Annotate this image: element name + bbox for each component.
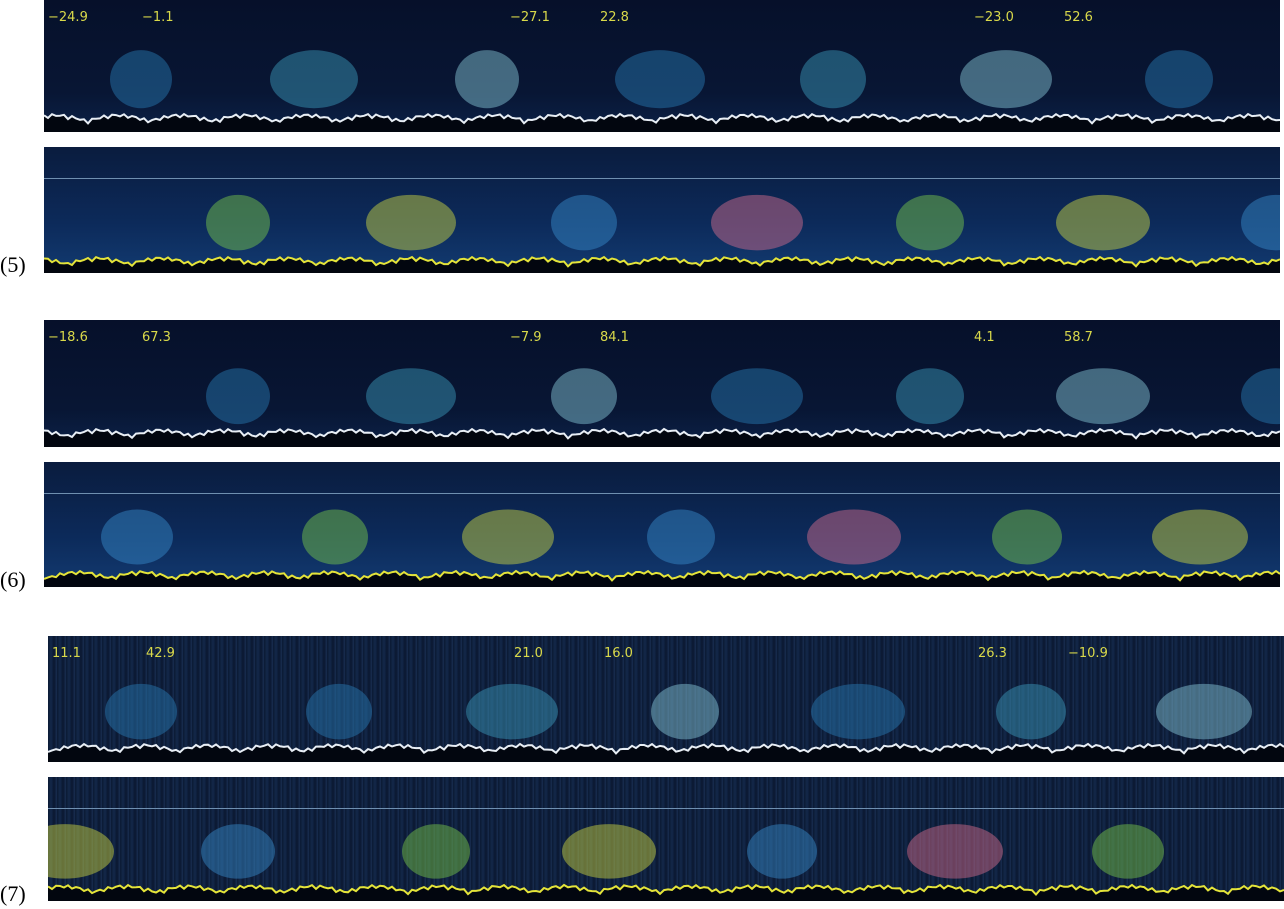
annotation: 22.8 (600, 10, 629, 25)
echo (651, 683, 719, 740)
echo (800, 50, 866, 109)
seafloor-shadow (44, 257, 1280, 273)
seafloor (44, 569, 1280, 582)
reference-line (44, 178, 1280, 179)
echo (270, 50, 358, 109)
annotation: 4.1 (974, 330, 995, 345)
reference-line (48, 808, 1284, 809)
annotation: 58.7 (1064, 330, 1093, 345)
echo (996, 683, 1066, 740)
echo (455, 50, 519, 109)
echo (615, 50, 705, 109)
echogram-bottom (44, 147, 1280, 273)
echogram-top: 11.1 42.9 21.0 16.0 26.3 −10.9 (48, 636, 1284, 762)
echogram-top-art (44, 50, 1280, 132)
annotation: −23.0 (974, 10, 1014, 25)
annotation: 67.3 (142, 330, 171, 345)
echo (896, 368, 964, 425)
echo (1056, 368, 1150, 425)
echo (1145, 50, 1213, 109)
annotation: −1.1 (142, 10, 174, 25)
echo (402, 824, 470, 879)
echo (302, 509, 368, 565)
echo (366, 194, 456, 251)
echo (711, 368, 803, 425)
seafloor (44, 427, 1280, 440)
echo (366, 368, 456, 425)
echo (101, 509, 173, 565)
annotation: 21.0 (514, 646, 543, 661)
echo (807, 509, 901, 565)
echo (110, 50, 172, 109)
echo (1241, 194, 1280, 251)
reference-line (44, 493, 1280, 494)
echo (105, 683, 177, 740)
echogram-top-art (44, 368, 1280, 447)
panel-label: (5) (0, 252, 26, 277)
echo (992, 509, 1062, 565)
panel-label: (6) (0, 567, 26, 592)
echo (647, 509, 715, 565)
echo (1056, 194, 1150, 251)
echo (1152, 509, 1248, 565)
annotation: 42.9 (146, 646, 175, 661)
annotation: −7.9 (510, 330, 542, 345)
seafloor (48, 883, 1284, 896)
panel-label: (7) (0, 881, 26, 906)
echo (48, 824, 114, 879)
echo (466, 683, 558, 740)
annotation: −18.6 (48, 330, 88, 345)
echo (201, 824, 275, 879)
annotation: −27.1 (510, 10, 550, 25)
echogram-top: −18.6 67.3 −7.9 84.1 4.1 58.7 (44, 320, 1280, 447)
seafloor (44, 112, 1280, 125)
echo (551, 194, 617, 251)
annotation: 16.0 (604, 646, 633, 661)
echogram-top-art (48, 683, 1284, 762)
echo (1092, 824, 1164, 879)
echo (1241, 368, 1280, 425)
echo (206, 368, 270, 425)
annotation: 52.6 (1064, 10, 1093, 25)
echo (711, 194, 803, 251)
seafloor-shadow (44, 114, 1280, 132)
echo (1156, 683, 1252, 740)
annotation: 26.3 (978, 646, 1007, 661)
echo (206, 194, 270, 251)
annotation: 84.1 (600, 330, 629, 345)
seafloor-shadow (48, 885, 1284, 901)
echo (907, 824, 1003, 879)
echo (960, 50, 1052, 109)
echogram-bottom-art (44, 509, 1280, 587)
annotation: −24.9 (48, 10, 88, 25)
echogram-bottom (44, 462, 1280, 587)
echo (896, 194, 964, 251)
seafloor-shadow (44, 571, 1280, 587)
echogram-bottom (48, 777, 1284, 901)
echo (462, 509, 554, 565)
echogram-bottom-art (48, 824, 1284, 901)
echo (551, 368, 617, 425)
echo (306, 683, 372, 740)
seafloor-shadow (44, 429, 1280, 447)
echo (747, 824, 817, 879)
echo (562, 824, 656, 879)
annotation: 11.1 (52, 646, 81, 661)
echo (811, 683, 905, 740)
seafloor (48, 742, 1284, 755)
echogram-top: −24.9 −1.1 −27.1 22.8 −23.0 52.6 (44, 0, 1280, 132)
seafloor (44, 255, 1280, 268)
echogram-bottom-art (44, 194, 1280, 273)
annotation: −10.9 (1068, 646, 1108, 661)
